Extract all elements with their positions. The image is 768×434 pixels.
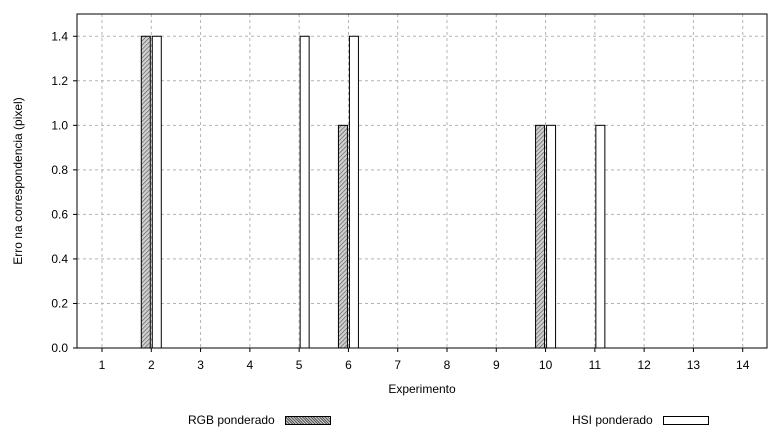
y-tick-label: 1.0	[51, 118, 68, 132]
x-tick-label: 10	[539, 358, 553, 372]
plot-frame	[76, 13, 768, 349]
x-tick-label: 6	[345, 358, 352, 372]
legend-swatch-hsi	[662, 415, 709, 425]
bar-hsi-exp-6	[348, 35, 359, 349]
y-tick-label: 1.4	[51, 29, 68, 43]
x-tick-label: 14	[736, 358, 750, 372]
x-tick-label: 8	[444, 358, 451, 372]
legend-label-rgb: RGB ponderado	[188, 413, 275, 427]
x-tick-label: 3	[197, 358, 204, 372]
x-tick-label: 9	[493, 358, 500, 372]
y-tick-label: 0.2	[51, 296, 68, 310]
bar-rgb-exp-10	[535, 124, 546, 349]
legend-item-hsi: HSI ponderado	[572, 412, 709, 428]
x-axis-title: Experimento	[388, 382, 456, 396]
bar-hsi-exp-11	[595, 124, 606, 349]
y-tick-label: 0.6	[51, 207, 68, 221]
x-tick-label: 4	[247, 358, 254, 372]
legend-item-rgb: RGB ponderado	[188, 412, 331, 428]
y-tick-label: 0.4	[51, 252, 68, 266]
x-tick-label: 7	[394, 358, 401, 372]
ticks: 0.00.20.40.60.81.01.21.41 2 3 4 5 6 7 8 9 10 11 12 1…	[51, 29, 749, 372]
bar-hsi-exp-5	[299, 35, 310, 349]
bar-hsi-exp-10	[546, 124, 557, 349]
bar-rgb-exp-6	[337, 124, 348, 349]
x-tick-label: 2	[148, 358, 155, 372]
legend-swatch-rgb	[284, 415, 331, 425]
bar-rgb-exp-2	[140, 35, 151, 349]
x-tick-label: 13	[687, 358, 701, 372]
y-tick-label: 1.2	[51, 74, 68, 88]
y-tick-label: 0.0	[51, 341, 68, 355]
x-tick-label: 12	[637, 358, 651, 372]
y-tick-label: 0.8	[51, 163, 68, 177]
x-tick-label: 5	[296, 358, 303, 372]
bar-hsi-exp-2	[151, 35, 162, 349]
y-axis-title: Erro na correspondencia (pixel)	[11, 97, 25, 264]
x-tick-label: 1	[99, 358, 106, 372]
grid	[77, 14, 767, 349]
bars	[140, 35, 606, 349]
x-tick-label: 11	[589, 358, 602, 372]
legend-label-hsi: HSI ponderado	[572, 413, 653, 427]
